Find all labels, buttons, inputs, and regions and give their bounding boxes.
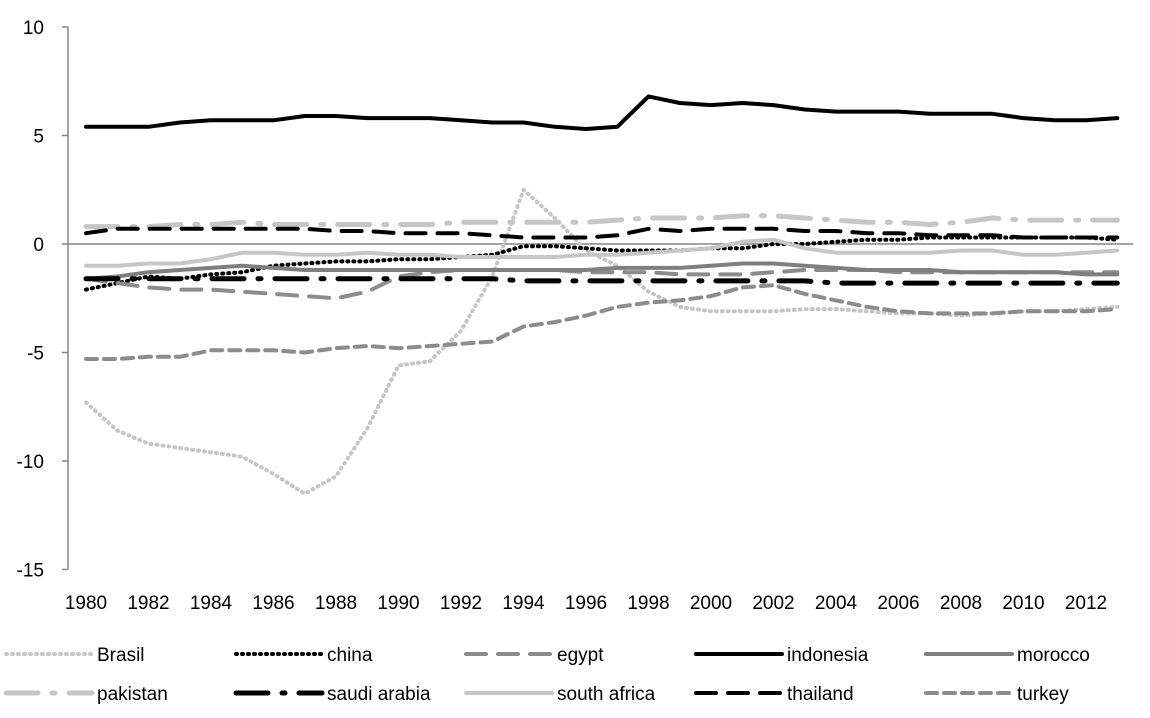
series-layer (83, 94, 1120, 496)
x-tick-label: 2006 (877, 593, 919, 614)
x-tick-label: 2000 (690, 593, 732, 614)
y-tick-label: -10 (17, 452, 44, 473)
y-tick-label: -5 (27, 344, 44, 365)
legend-item-china: china (234, 645, 373, 666)
legend-item-thailand: thailand (694, 684, 854, 705)
legend-item-egypt: egypt (464, 645, 604, 666)
x-tick-label: 1998 (627, 593, 669, 614)
x-tick-label: 1990 (377, 593, 419, 614)
series-line-turkey (84, 283, 1120, 361)
legend-label: morocco (1017, 645, 1090, 666)
legend-item-pakistan: pakistan (3, 684, 168, 705)
legend-label: turkey (1017, 684, 1069, 705)
y-tick-label: 10 (23, 18, 44, 39)
legend-label: south africa (557, 684, 656, 705)
x-tick-label: 2012 (1065, 593, 1107, 614)
x-tick-label: 1994 (502, 593, 545, 614)
legend-item-brasil: Brasil (4, 645, 145, 666)
series-line-thailand (84, 226, 1120, 240)
legend-label: thailand (787, 684, 854, 705)
y-tick-label: 5 (33, 127, 44, 148)
x-tick-label: 1992 (440, 593, 482, 614)
x-tick-label: 2002 (752, 593, 794, 614)
legend-item-saudi-arabia: saudi arabia (233, 684, 431, 705)
x-tick-label: 1996 (565, 593, 607, 614)
legend-label: indonesia (787, 645, 869, 666)
legend-label: china (327, 645, 373, 666)
x-tick-label: 1980 (65, 593, 107, 614)
legend-item-morocco: morocco (924, 645, 1090, 666)
legend-label: pakistan (97, 684, 168, 705)
y-axis: -15 -10 -5 0 5 10 (17, 18, 69, 582)
series-line-morocco (84, 261, 1120, 281)
x-tick-label: 1988 (315, 593, 357, 614)
legend-label: saudi arabia (327, 684, 431, 705)
series-line-pakistan (83, 213, 1120, 230)
x-axis: 1980 1982 1984 1986 1988 1990 1992 1994 1996 1998… (65, 243, 1134, 614)
legend: Brasil china egypt indonesia morocco pakistan… (3, 645, 1090, 705)
x-tick-label: 2008 (940, 593, 982, 614)
series-line-saudi-arabia (83, 276, 1120, 286)
series-line-china (84, 235, 1120, 292)
y-tick-label: -15 (17, 561, 44, 582)
legend-item-south-africa: south africa (464, 684, 656, 705)
x-tick-label: 1984 (190, 593, 233, 614)
series-line-indonesia (84, 94, 1120, 131)
series-line-south-africa (84, 237, 1120, 268)
legend-label: egypt (557, 645, 604, 666)
legend-label: Brasil (97, 645, 145, 666)
x-tick-label: 1986 (252, 593, 294, 614)
x-tick-label: 2004 (815, 593, 858, 614)
x-tick-label: 1982 (127, 593, 169, 614)
y-tick-label: 0 (33, 235, 44, 256)
legend-item-indonesia: indonesia (694, 645, 869, 666)
x-tick-label: 2010 (1002, 593, 1044, 614)
legend-item-turkey: turkey (924, 684, 1069, 705)
